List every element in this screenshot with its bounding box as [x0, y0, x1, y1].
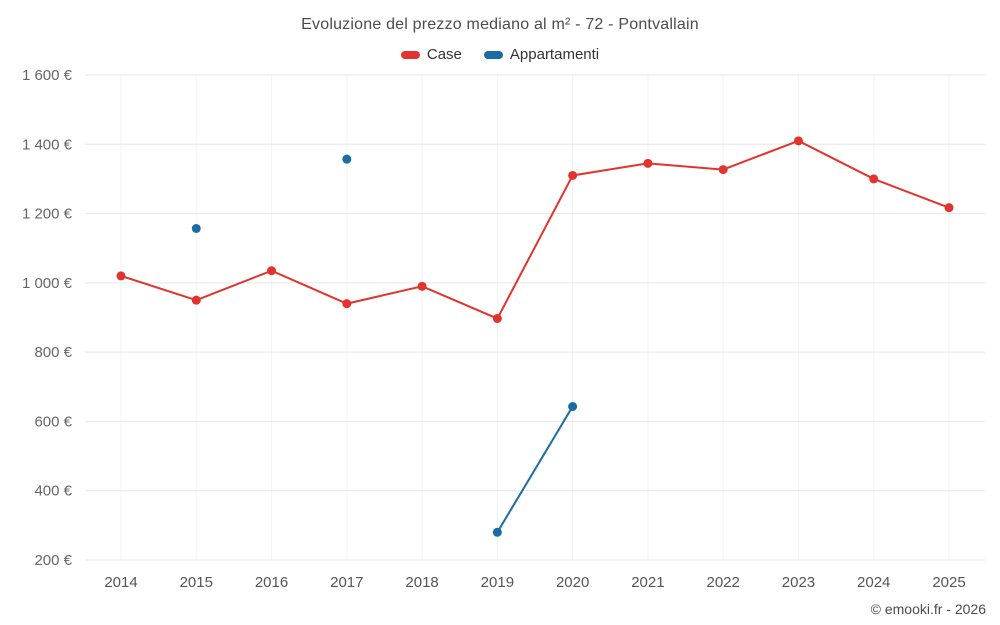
- legend-item-case[interactable]: Case: [400, 46, 462, 63]
- x-axis-labels: 2014 2015 2016 2017 2018 2019 2020 2021 2022 2023…: [104, 574, 965, 591]
- legend-label-appartamenti: Appartamenti: [509, 46, 600, 63]
- copyright-text: © emooki.fr - 2026: [870, 601, 986, 617]
- grid-horizontal: [85, 74, 985, 561]
- chart-legend: Case Appartamenti: [0, 46, 1000, 63]
- legend-swatch-case-icon: [400, 50, 420, 59]
- grid-vertical: [120, 75, 950, 560]
- svg-text:2016: 2016: [255, 574, 288, 591]
- data-point[interactable]: [342, 299, 352, 309]
- svg-text:600 €: 600 €: [34, 413, 72, 430]
- svg-text:2024: 2024: [857, 574, 890, 591]
- svg-text:1 400 €: 1 400 €: [22, 136, 73, 153]
- svg-text:2020: 2020: [556, 574, 589, 591]
- data-point[interactable]: [191, 223, 201, 233]
- svg-text:2025: 2025: [932, 574, 965, 591]
- data-point[interactable]: [267, 266, 277, 276]
- svg-text:2021: 2021: [631, 574, 664, 591]
- svg-text:2019: 2019: [481, 574, 514, 591]
- svg-text:2022: 2022: [706, 574, 739, 591]
- data-point[interactable]: [492, 527, 502, 537]
- svg-text:800 €: 800 €: [34, 344, 72, 361]
- data-point[interactable]: [793, 136, 803, 146]
- data-point[interactable]: [568, 402, 578, 412]
- data-point[interactable]: [342, 154, 352, 164]
- svg-text:2014: 2014: [104, 574, 137, 591]
- svg-text:400 €: 400 €: [34, 483, 72, 500]
- series-appartamenti: [191, 154, 578, 537]
- data-point[interactable]: [116, 271, 126, 281]
- svg-text:2023: 2023: [782, 574, 815, 591]
- legend-swatch-appartamenti-icon: [483, 50, 503, 59]
- chart-title: Evoluzione del prezzo mediano al m² - 72…: [301, 16, 699, 33]
- svg-text:1 200 €: 1 200 €: [22, 206, 73, 223]
- legend-label-case: Case: [426, 46, 462, 63]
- data-point[interactable]: [869, 174, 879, 184]
- series-line: [496, 406, 574, 533]
- svg-text:2015: 2015: [180, 574, 213, 591]
- data-point[interactable]: [568, 170, 578, 180]
- svg-text:2018: 2018: [405, 574, 438, 591]
- svg-text:2017: 2017: [330, 574, 363, 591]
- series-line: [120, 139, 950, 320]
- data-point[interactable]: [417, 281, 427, 291]
- series-case: [116, 136, 954, 324]
- data-point[interactable]: [944, 203, 954, 213]
- y-axis-labels: 200 € 400 € 600 € 800 € 1 000 € 1 200 € 1 400 …: [22, 67, 73, 569]
- data-point[interactable]: [718, 165, 728, 175]
- legend-item-appartamenti[interactable]: Appartamenti: [483, 46, 600, 63]
- svg-text:1 600 €: 1 600 €: [22, 67, 73, 84]
- svg-text:200 €: 200 €: [34, 552, 72, 569]
- data-point[interactable]: [643, 158, 653, 168]
- svg-text:1 000 €: 1 000 €: [22, 275, 73, 292]
- data-point[interactable]: [191, 295, 201, 305]
- data-point[interactable]: [492, 314, 502, 324]
